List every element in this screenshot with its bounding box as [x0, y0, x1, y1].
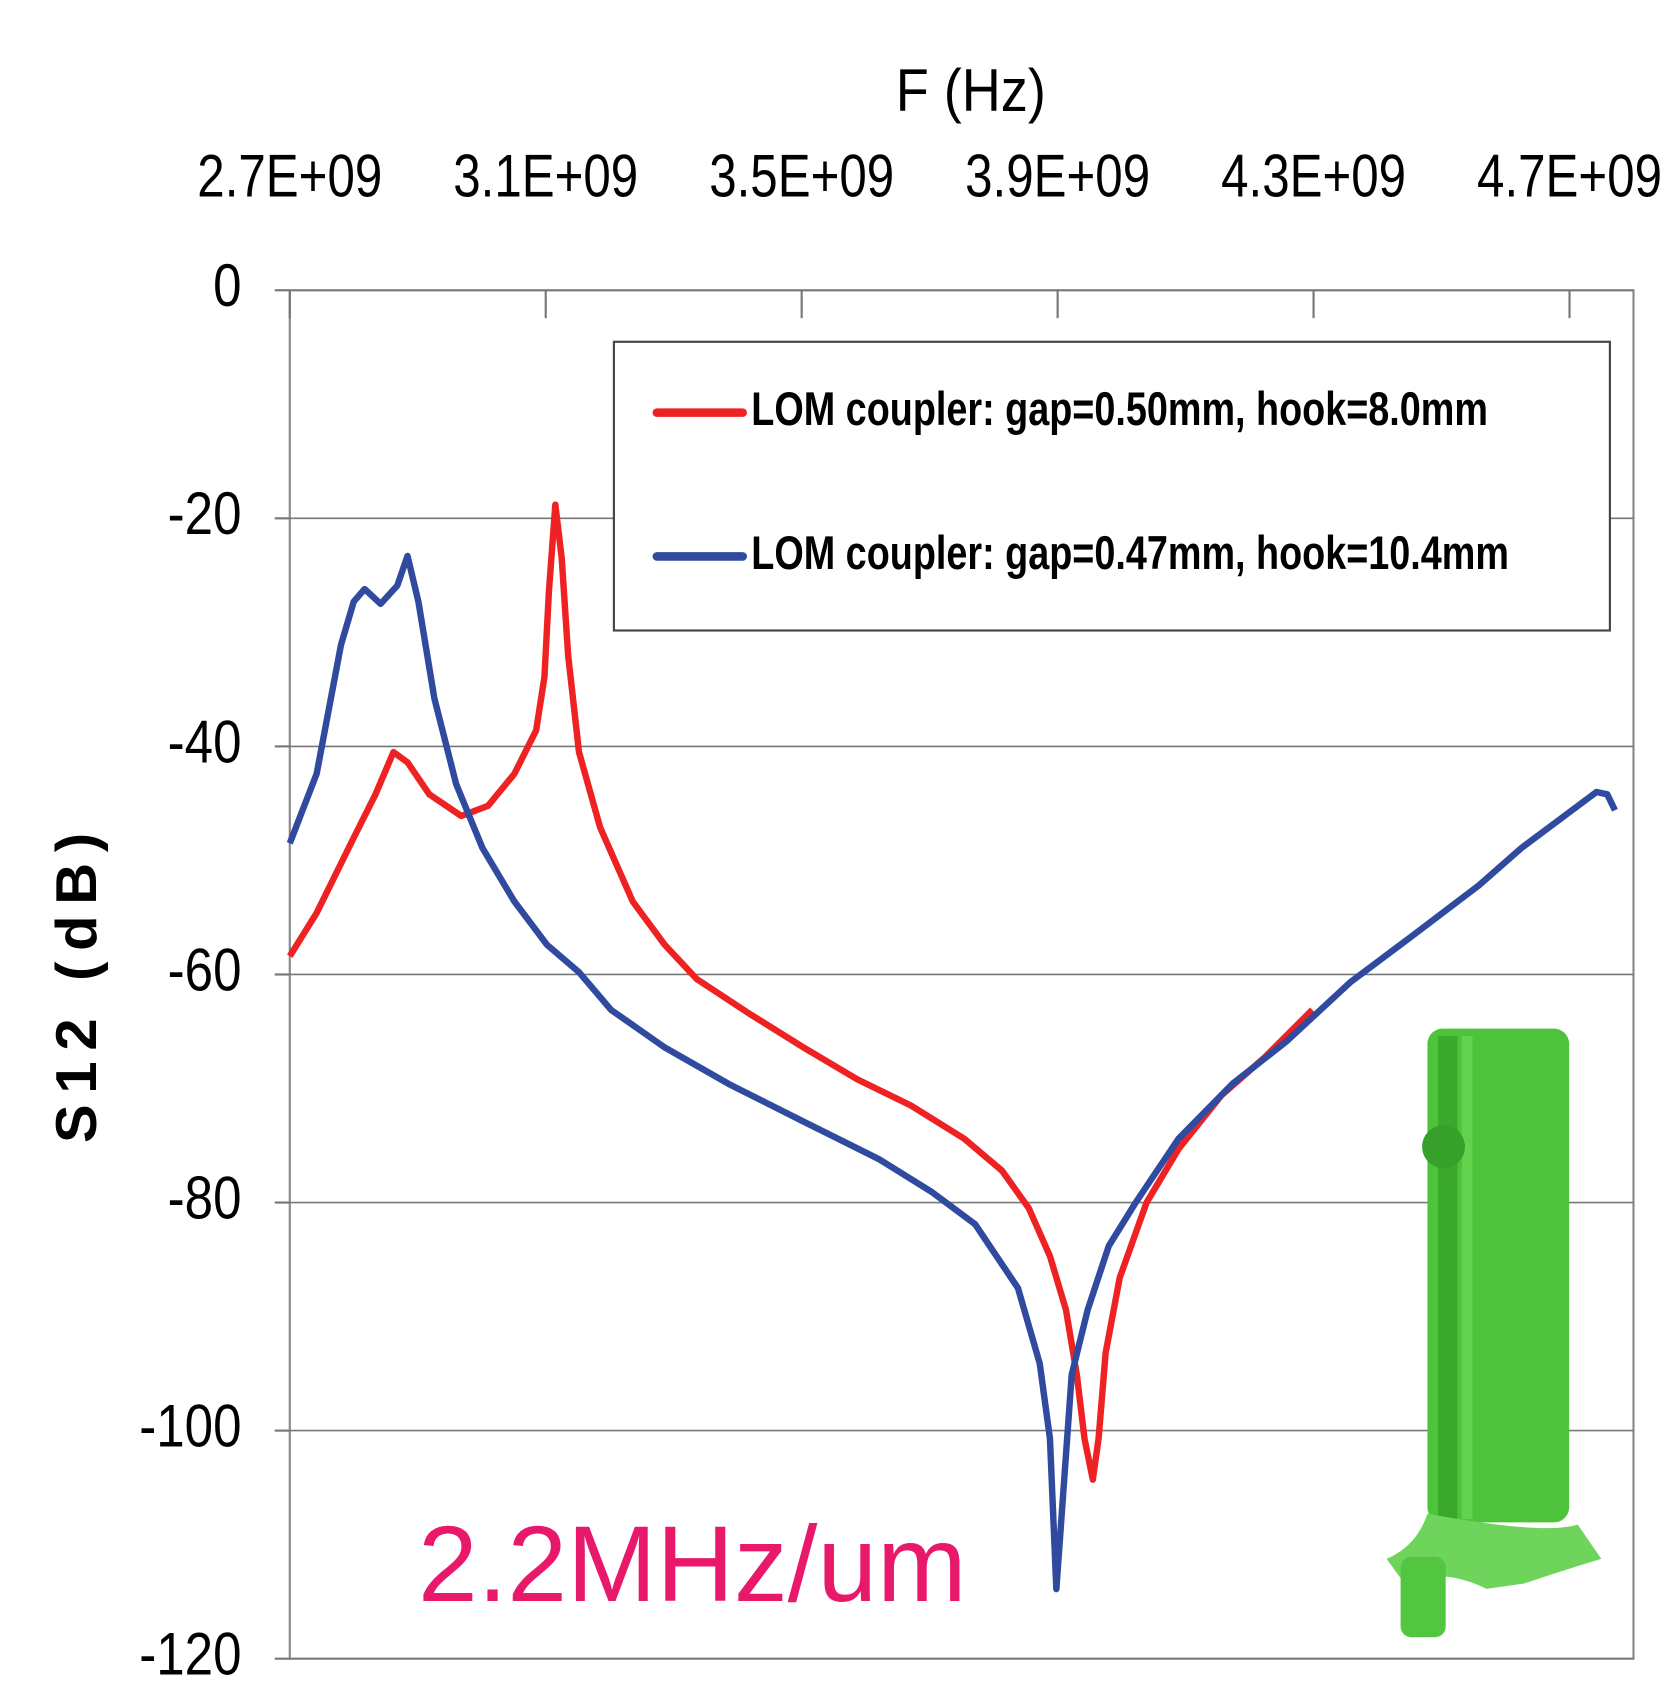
- x-tick-label: 3.5E+09: [709, 142, 894, 210]
- line-series: [290, 505, 1313, 1480]
- y-tick-label: -60: [168, 936, 242, 1003]
- legend-label: LOM coupler: gap=0.47mm, hook=10.4mm: [751, 527, 1509, 580]
- x-tick-label: 3.1E+09: [453, 142, 638, 210]
- y-tick-label: -100: [139, 1393, 241, 1460]
- x-axis-title: F (Hz): [896, 57, 1046, 124]
- x-tick-label: 2.7E+09: [197, 142, 382, 210]
- y-tick-label: 0: [213, 252, 241, 319]
- x-tick-label: 3.9E+09: [965, 142, 1150, 210]
- annotation: 2.2MHz/um: [418, 1504, 967, 1624]
- line-series: [290, 556, 1615, 1589]
- x-tick-label: 4.3E+09: [1221, 142, 1406, 210]
- chart: F (Hz) S12 (dB) LOM coupler: gap=0.50mm,…: [0, 0, 1670, 1686]
- y-tick-label: -120: [139, 1621, 241, 1686]
- inset-image: [1387, 1029, 1602, 1638]
- legend-label: LOM coupler: gap=0.50mm, hook=8.0mm: [751, 383, 1488, 436]
- y-axis-title: S12 (dB): [45, 822, 109, 1143]
- y-tick-label: -20: [168, 480, 242, 547]
- y-tick-label: -80: [168, 1165, 242, 1232]
- x-tick-label: 4.7E+09: [1477, 142, 1662, 210]
- y-tick-label: -40: [168, 708, 242, 775]
